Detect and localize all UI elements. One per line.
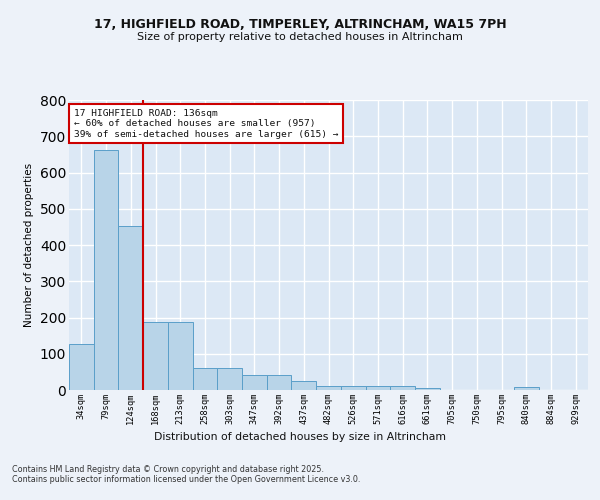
Bar bbox=[94, 150, 118, 390]
Bar bbox=[267, 375, 292, 390]
Text: Size of property relative to detached houses in Altrincham: Size of property relative to detached ho… bbox=[137, 32, 463, 42]
Text: Contains HM Land Registry data © Crown copyright and database right 2025.
Contai: Contains HM Land Registry data © Crown c… bbox=[12, 465, 361, 484]
Bar bbox=[118, 226, 143, 390]
Bar bbox=[365, 386, 390, 390]
Bar bbox=[514, 388, 539, 390]
Bar bbox=[69, 344, 94, 390]
Bar bbox=[217, 368, 242, 390]
Bar bbox=[143, 322, 168, 390]
Bar bbox=[341, 386, 365, 390]
Bar bbox=[193, 368, 217, 390]
Text: 17 HIGHFIELD ROAD: 136sqm
← 60% of detached houses are smaller (957)
39% of semi: 17 HIGHFIELD ROAD: 136sqm ← 60% of detac… bbox=[74, 108, 338, 138]
Bar bbox=[316, 386, 341, 390]
Bar bbox=[390, 386, 415, 390]
Text: Distribution of detached houses by size in Altrincham: Distribution of detached houses by size … bbox=[154, 432, 446, 442]
Bar bbox=[292, 381, 316, 390]
Bar bbox=[242, 375, 267, 390]
Bar bbox=[415, 388, 440, 390]
Text: 17, HIGHFIELD ROAD, TIMPERLEY, ALTRINCHAM, WA15 7PH: 17, HIGHFIELD ROAD, TIMPERLEY, ALTRINCHA… bbox=[94, 18, 506, 30]
Y-axis label: Number of detached properties: Number of detached properties bbox=[24, 163, 34, 327]
Bar bbox=[168, 322, 193, 390]
